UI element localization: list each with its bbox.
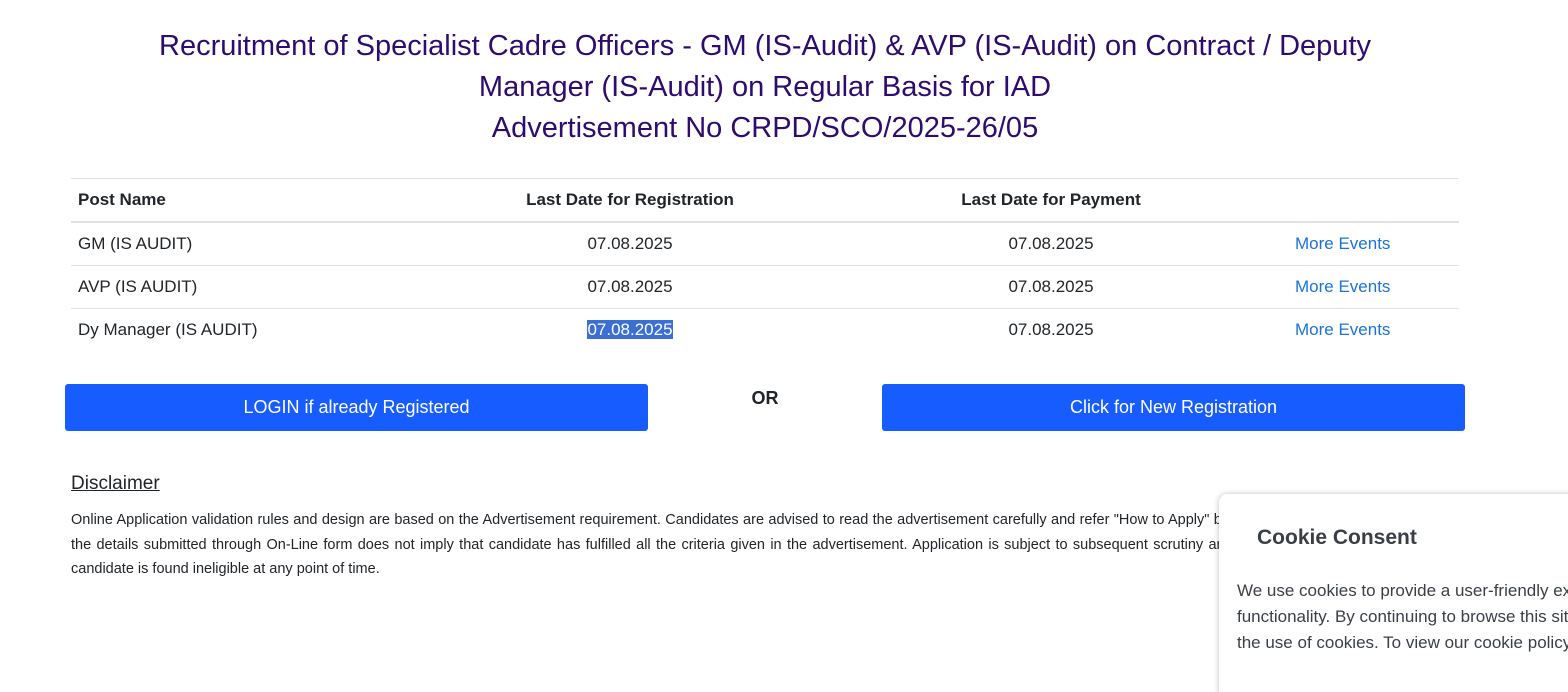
post-name: AVP (IS AUDIT)	[71, 265, 405, 309]
cookie-consent-title: Cookie Consent	[1257, 526, 1417, 549]
disclaimer-heading: Disclaimer	[71, 473, 160, 494]
registration-date: 07.08.2025	[587, 320, 673, 339]
page-title: Recruitment of Specialist Cadre Officers…	[90, 26, 1440, 149]
page-title-line-1: Recruitment of Specialist Cadre Officers…	[159, 30, 1371, 62]
events-cell: More Events	[1247, 265, 1459, 309]
new-registration-button[interactable]: Click for New Registration	[882, 384, 1465, 431]
table-row: GM (IS AUDIT) 07.08.2025 07.08.2025 More…	[71, 221, 1459, 266]
registration-date: 07.08.2025	[405, 221, 855, 266]
login-button[interactable]: LOGIN if already Registered	[65, 384, 648, 431]
posts-table: Post Name Last Date for Registration Las…	[71, 178, 1459, 351]
events-cell: More Events	[1247, 308, 1459, 351]
table-header-row: Post Name Last Date for Registration Las…	[71, 178, 1459, 223]
advertisement-number: Advertisement No CRPD/SCO/2025-26/05	[491, 112, 1039, 144]
cookie-consent-text: We use cookies to provide a user-friendl…	[1237, 578, 1568, 656]
post-name: GM (IS AUDIT)	[71, 221, 405, 266]
cookie-consent-dialog: Cookie Consent We use cookies to provide…	[1219, 494, 1568, 692]
more-events-link[interactable]: More Events	[1295, 277, 1391, 296]
payment-date: 07.08.2025	[855, 308, 1247, 351]
column-header-events	[1247, 178, 1459, 223]
registration-date-cell: 07.08.2025	[405, 308, 855, 351]
more-events-link[interactable]: More Events	[1295, 320, 1391, 339]
column-header-post-name: Post Name	[71, 178, 405, 223]
events-cell: More Events	[1247, 221, 1459, 266]
post-name: Dy Manager (IS AUDIT)	[71, 308, 405, 351]
registration-date: 07.08.2025	[405, 265, 855, 309]
page-title-line-2: Manager (IS-Audit) on Regular Basis for …	[478, 71, 1052, 103]
disclaimer-text: Online Application validation rules and …	[71, 512, 1459, 577]
table-row: Dy Manager (IS AUDIT) 07.08.2025 07.08.2…	[71, 308, 1459, 351]
more-events-link[interactable]: More Events	[1295, 234, 1391, 253]
cookie-text-line: the use of cookies. To view our cookie p…	[1237, 633, 1568, 652]
payment-date: 07.08.2025	[855, 265, 1247, 309]
table-row: AVP (IS AUDIT) 07.08.2025 07.08.2025 Mor…	[71, 265, 1459, 309]
or-separator: OR	[751, 388, 779, 408]
column-header-payment-date: Last Date for Payment	[855, 178, 1247, 223]
payment-date: 07.08.2025	[855, 221, 1247, 266]
cookie-text-line: functionality. By continuing to browse t…	[1237, 607, 1568, 626]
cookie-text-line: We use cookies to provide a user-friendl…	[1237, 581, 1568, 600]
column-header-registration-date: Last Date for Registration	[405, 178, 855, 223]
